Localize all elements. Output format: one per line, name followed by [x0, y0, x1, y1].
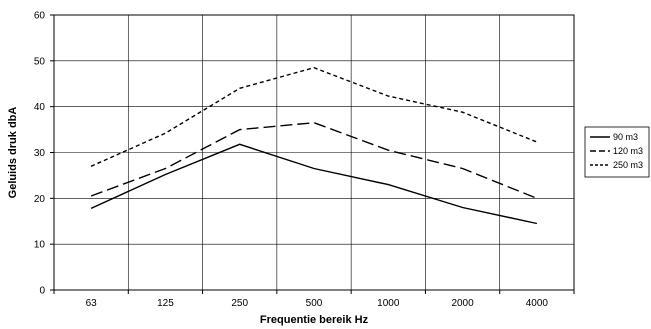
legend: 90 m3 120 m3 250 m3: [584, 126, 650, 178]
series-line-2: [90, 121, 538, 199]
legend-box: [584, 126, 650, 178]
x-axis-ticks: 63 125 250 500 1000 2000 4000: [53, 290, 575, 309]
series-line-3: [90, 66, 538, 167]
x-tick-label: 4000: [526, 298, 549, 309]
legend-label-3: 250 m3: [613, 160, 643, 170]
x-tick-label: 1000: [377, 298, 400, 309]
x-tick-label: 2000: [451, 298, 474, 309]
y-axis-ticks: 0 10 20 30 40 50 60: [34, 11, 54, 297]
y-tick-label: 60: [34, 11, 46, 22]
legend-label-1: 90 m3: [613, 132, 638, 142]
y-tick-label: 50: [34, 56, 46, 67]
x-tick-label: 125: [157, 298, 174, 309]
y-tick-label: 10: [34, 240, 46, 251]
y-tick-label: 0: [39, 286, 45, 297]
y-axis-title: Geluids druk dbA: [7, 107, 19, 199]
x-tick-label: 63: [86, 298, 98, 309]
x-axis-title: Frequentie bereik Hz: [260, 314, 369, 326]
y-tick-label: 40: [34, 102, 46, 113]
legend-label-2: 120 m3: [613, 146, 643, 156]
y-tick-label: 30: [34, 148, 46, 159]
series-lines: [90, 66, 538, 225]
series-line-1: [90, 143, 538, 225]
x-tick-label: 250: [231, 298, 248, 309]
grid-lines: [54, 14, 574, 291]
x-tick-label: 500: [306, 298, 323, 309]
y-tick-label: 20: [34, 194, 46, 205]
